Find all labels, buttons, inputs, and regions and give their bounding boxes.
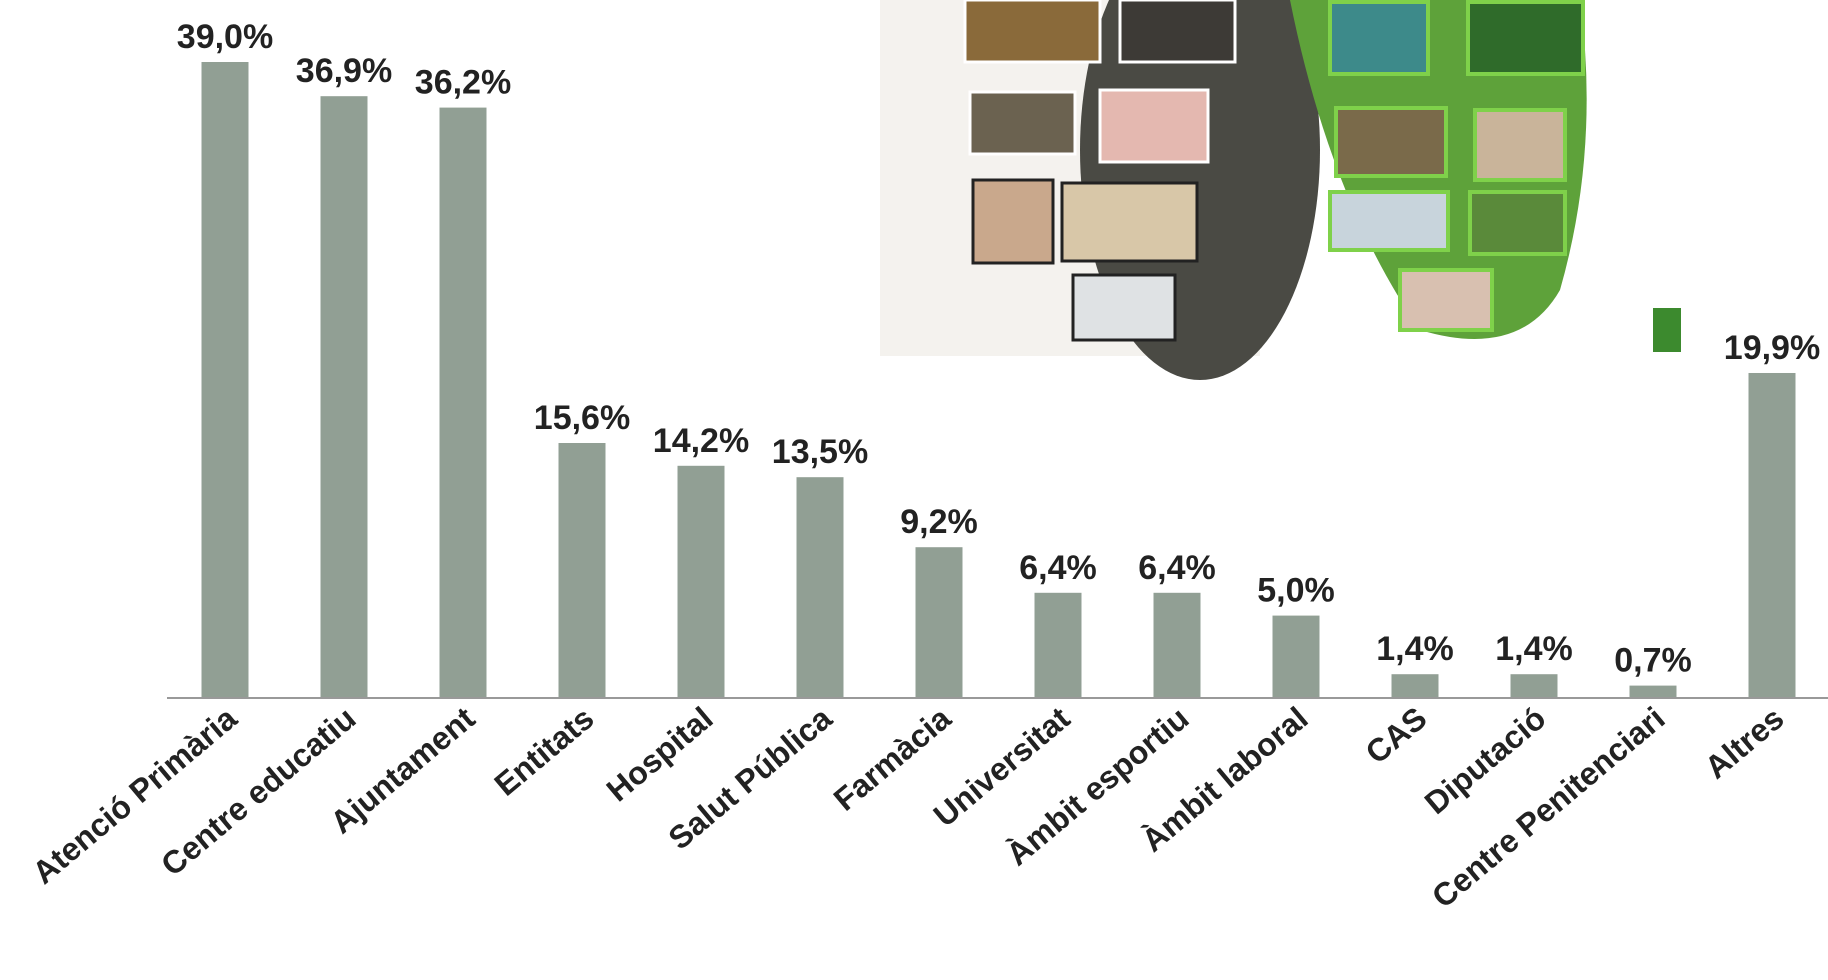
value-label: 0,7% [1614,642,1692,680]
x-tick-label: Altres [1698,700,1791,786]
value-label: 19,9% [1724,329,1820,367]
bar [797,477,844,697]
bar [1273,616,1320,697]
value-label: 36,2% [415,64,511,102]
bar [202,62,249,697]
x-tick-label: Entitats [487,700,600,803]
value-label: 9,2% [900,503,978,541]
x-tick-label: CAS [1359,700,1434,771]
value-label: 15,6% [534,399,630,437]
value-label: 13,5% [772,433,868,471]
inset-picture [880,0,1587,380]
value-label: 6,4% [1138,549,1216,587]
value-label: 36,9% [296,52,392,90]
bar [321,96,368,697]
bar [440,108,487,697]
value-label: 14,2% [653,422,749,460]
value-label: 1,4% [1376,630,1454,668]
x-tick-label: Centre Penitenciari [1425,700,1672,915]
value-label: 5,0% [1257,572,1335,610]
bar [1154,593,1201,697]
bar [678,466,725,697]
x-tick-label: Hospital [600,700,720,809]
bar [916,547,963,697]
bar [1035,593,1082,697]
bar [1511,674,1558,697]
chart: 39,0% Atenció Primària 36,9% Centre educati… [0,0,1828,980]
x-tick-label: Atenció Primària [26,700,244,891]
value-label: 6,4% [1019,549,1097,587]
bar [1630,686,1677,697]
logo [1653,308,1681,352]
x-tick-label: Centre educatiu [154,700,362,883]
bar [1392,674,1439,697]
bar [1749,373,1796,697]
value-label: 1,4% [1495,630,1573,668]
bar [559,443,606,697]
value-label: 39,0% [177,18,273,56]
